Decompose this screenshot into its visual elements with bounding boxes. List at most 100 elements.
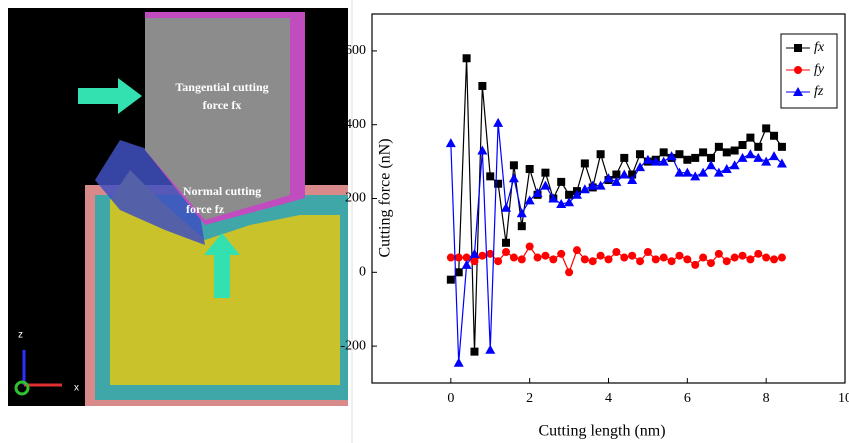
marker xyxy=(620,253,629,262)
marker xyxy=(642,154,653,164)
series-line xyxy=(450,122,783,363)
marker xyxy=(691,153,700,162)
x-axis-label: Cutting length (nm) xyxy=(538,423,665,440)
axis-y xyxy=(14,380,30,396)
marker xyxy=(454,253,463,262)
series-line xyxy=(450,58,783,352)
marker xyxy=(502,248,511,257)
marker xyxy=(754,142,763,151)
marker xyxy=(714,142,723,151)
marker xyxy=(675,251,684,260)
marker xyxy=(494,179,503,188)
x-tick-label: 8 xyxy=(763,391,770,406)
marker xyxy=(628,251,637,260)
marker xyxy=(579,184,590,194)
marker xyxy=(635,162,646,172)
marker xyxy=(762,124,771,133)
marker xyxy=(674,167,685,177)
marker xyxy=(485,344,496,354)
chart: Cutting force (nN) Cutting length (nm) -… xyxy=(340,13,849,440)
marker xyxy=(794,44,802,52)
marker xyxy=(533,253,542,262)
marker xyxy=(730,146,739,155)
marker xyxy=(493,117,504,127)
marker xyxy=(777,142,786,151)
marker xyxy=(706,259,715,268)
marker xyxy=(737,152,748,162)
annotation: force fz xyxy=(186,202,225,216)
annotation: Normal cutting xyxy=(183,184,261,198)
marker xyxy=(658,156,669,166)
marker xyxy=(627,175,638,185)
marker xyxy=(611,176,622,186)
marker xyxy=(470,347,479,356)
marker xyxy=(516,208,527,218)
marker xyxy=(446,253,455,262)
marker xyxy=(650,156,661,166)
marker xyxy=(462,253,471,262)
marker xyxy=(746,255,755,264)
marker xyxy=(454,268,463,277)
marker xyxy=(746,133,755,142)
marker xyxy=(776,158,787,168)
marker xyxy=(762,253,771,262)
marker xyxy=(636,150,645,159)
y-tick-label: 400 xyxy=(345,117,366,132)
marker xyxy=(462,54,471,63)
marker xyxy=(691,260,700,269)
x-tick-label: 0 xyxy=(447,391,454,406)
chip xyxy=(95,140,205,245)
marker xyxy=(557,249,566,258)
marker xyxy=(548,193,559,203)
marker xyxy=(667,257,676,266)
y-tick-label: 200 xyxy=(345,191,366,206)
marker xyxy=(794,66,802,74)
marker xyxy=(722,148,731,157)
marker xyxy=(596,251,605,260)
plot-frame xyxy=(371,13,846,384)
marker xyxy=(604,255,613,264)
marker xyxy=(532,187,543,197)
marker xyxy=(754,249,763,258)
axis-label: z xyxy=(18,330,23,341)
marker xyxy=(628,170,637,179)
marker xyxy=(730,253,739,262)
marker xyxy=(469,248,480,258)
arrow-tangential xyxy=(78,78,142,114)
marker xyxy=(738,251,747,260)
marker xyxy=(549,255,558,264)
annotation: force fx xyxy=(203,98,242,112)
marker xyxy=(453,357,464,367)
marker xyxy=(769,151,780,161)
marker xyxy=(486,172,495,181)
legend-label: fy xyxy=(814,62,825,77)
tool xyxy=(145,18,290,220)
simulation-image: Tangential cutting force fx Normal cutti… xyxy=(8,8,348,406)
marker xyxy=(690,171,701,181)
marker xyxy=(524,195,535,205)
marker xyxy=(596,150,605,159)
marker xyxy=(636,257,645,266)
marker xyxy=(745,149,756,159)
marker xyxy=(699,148,708,157)
marker xyxy=(486,249,495,258)
marker xyxy=(595,180,606,190)
marker xyxy=(525,164,534,173)
marker xyxy=(659,148,668,157)
marker xyxy=(517,255,526,264)
marker xyxy=(588,257,597,266)
marker xyxy=(501,202,512,212)
marker xyxy=(738,140,747,149)
y-tick-label: -200 xyxy=(340,338,366,353)
marker xyxy=(478,251,487,260)
marker xyxy=(683,255,692,264)
marker xyxy=(556,199,567,209)
marker xyxy=(572,246,581,255)
marker xyxy=(587,180,598,190)
legend-label: fz xyxy=(814,84,824,99)
marker xyxy=(557,177,566,186)
marker xyxy=(540,180,551,190)
marker xyxy=(571,189,582,199)
marker xyxy=(517,222,526,231)
marker xyxy=(651,255,660,264)
